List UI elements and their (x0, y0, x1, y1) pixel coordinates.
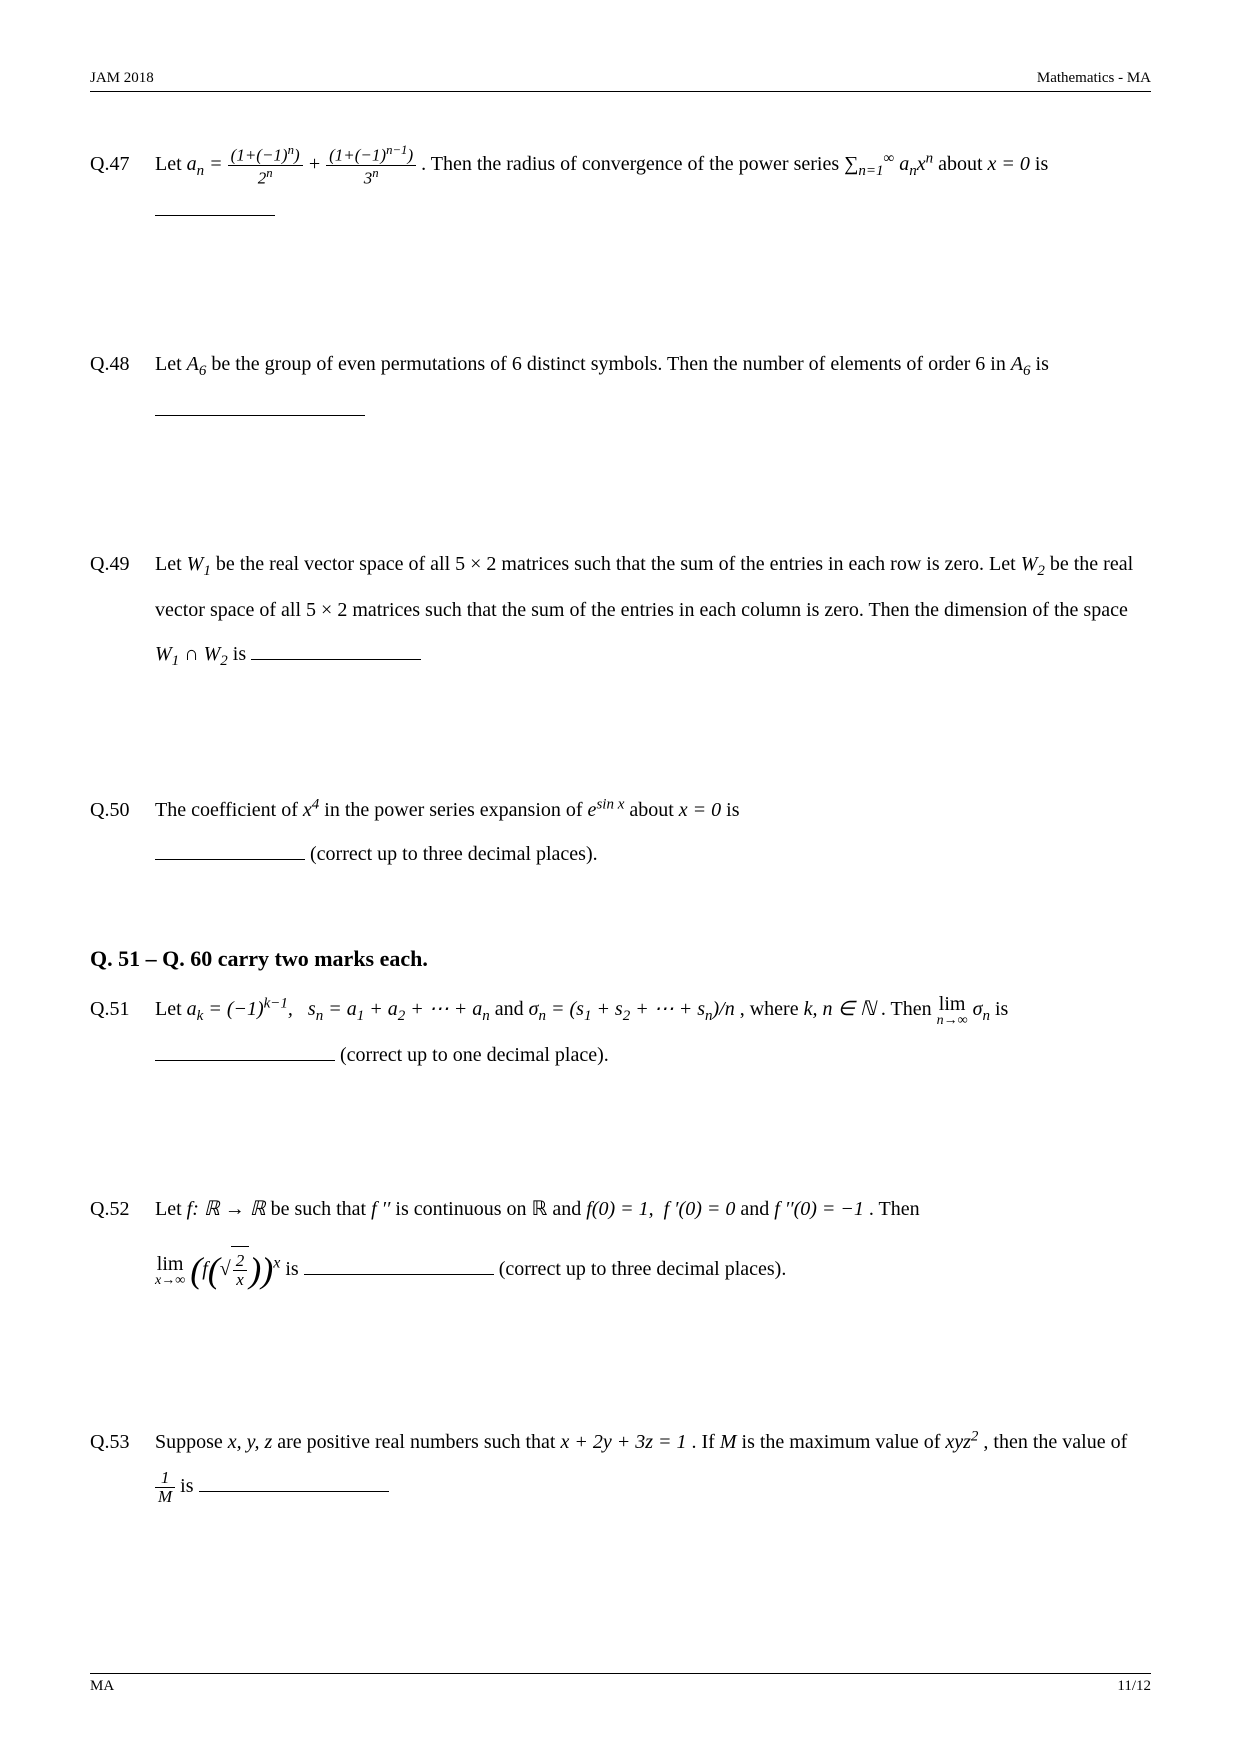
question-body: Suppose x, y, z are positive real number… (155, 1420, 1151, 1508)
question-52: Q.52 Let f: ℝ → ℝ be such that f ′′ is c… (90, 1187, 1151, 1310)
section-heading: Q. 51 – Q. 60 carry two marks each. (90, 946, 1151, 972)
header-left: JAM 2018 (90, 70, 154, 87)
answer-blank (304, 1254, 494, 1275)
question-48: Q.48 Let A6 be the group of even permuta… (90, 342, 1151, 432)
question-number: Q.50 (90, 788, 155, 876)
question-49: Q.49 Let W1 be the real vector space of … (90, 542, 1151, 678)
footer-left: MA (90, 1678, 114, 1695)
answer-blank (155, 195, 275, 216)
question-body: The coefficient of x4 in the power serie… (155, 788, 1151, 876)
question-body: Let A6 be the group of even permutations… (155, 342, 1151, 432)
question-number: Q.49 (90, 542, 155, 678)
math-series: ∑n=1∞ anxn (844, 153, 933, 175)
answer-blank (155, 839, 305, 860)
question-body: Let f: ℝ → ℝ be such that f ′′ is contin… (155, 1187, 1151, 1310)
question-53: Q.53 Suppose x, y, z are positive real n… (90, 1420, 1151, 1508)
question-50: Q.50 The coefficient of x4 in the power … (90, 788, 1151, 876)
exam-page: JAM 2018 Mathematics - MA Q.47 Let an = … (0, 0, 1241, 1755)
question-51: Q.51 Let ak = (−1)k−1, sn = a1 + a2 + ⋯ … (90, 987, 1151, 1077)
question-number: Q.52 (90, 1187, 155, 1310)
question-number: Q.48 (90, 342, 155, 432)
question-body: Let an = (1+(−1)n)2n + (1+(−1)n−1)3n . T… (155, 142, 1151, 232)
page-header: JAM 2018 Mathematics - MA (90, 70, 1151, 92)
question-47: Q.47 Let an = (1+(−1)n)2n + (1+(−1)n−1)3… (90, 142, 1151, 232)
answer-blank (251, 639, 421, 660)
question-number: Q.53 (90, 1420, 155, 1508)
question-number: Q.47 (90, 142, 155, 232)
answer-blank (155, 395, 365, 416)
header-right: Mathematics - MA (1037, 70, 1151, 87)
answer-blank (155, 1040, 335, 1061)
question-body: Let ak = (−1)k−1, sn = a1 + a2 + ⋯ + an … (155, 987, 1151, 1077)
question-body: Let W1 be the real vector space of all 5… (155, 542, 1151, 678)
page-footer: MA 11/12 (90, 1673, 1151, 1695)
question-number: Q.51 (90, 987, 155, 1077)
footer-right: 11/12 (1117, 1678, 1151, 1695)
math-an-def: an = (1+(−1)n)2n + (1+(−1)n−1)3n (187, 153, 421, 175)
answer-blank (199, 1471, 389, 1492)
